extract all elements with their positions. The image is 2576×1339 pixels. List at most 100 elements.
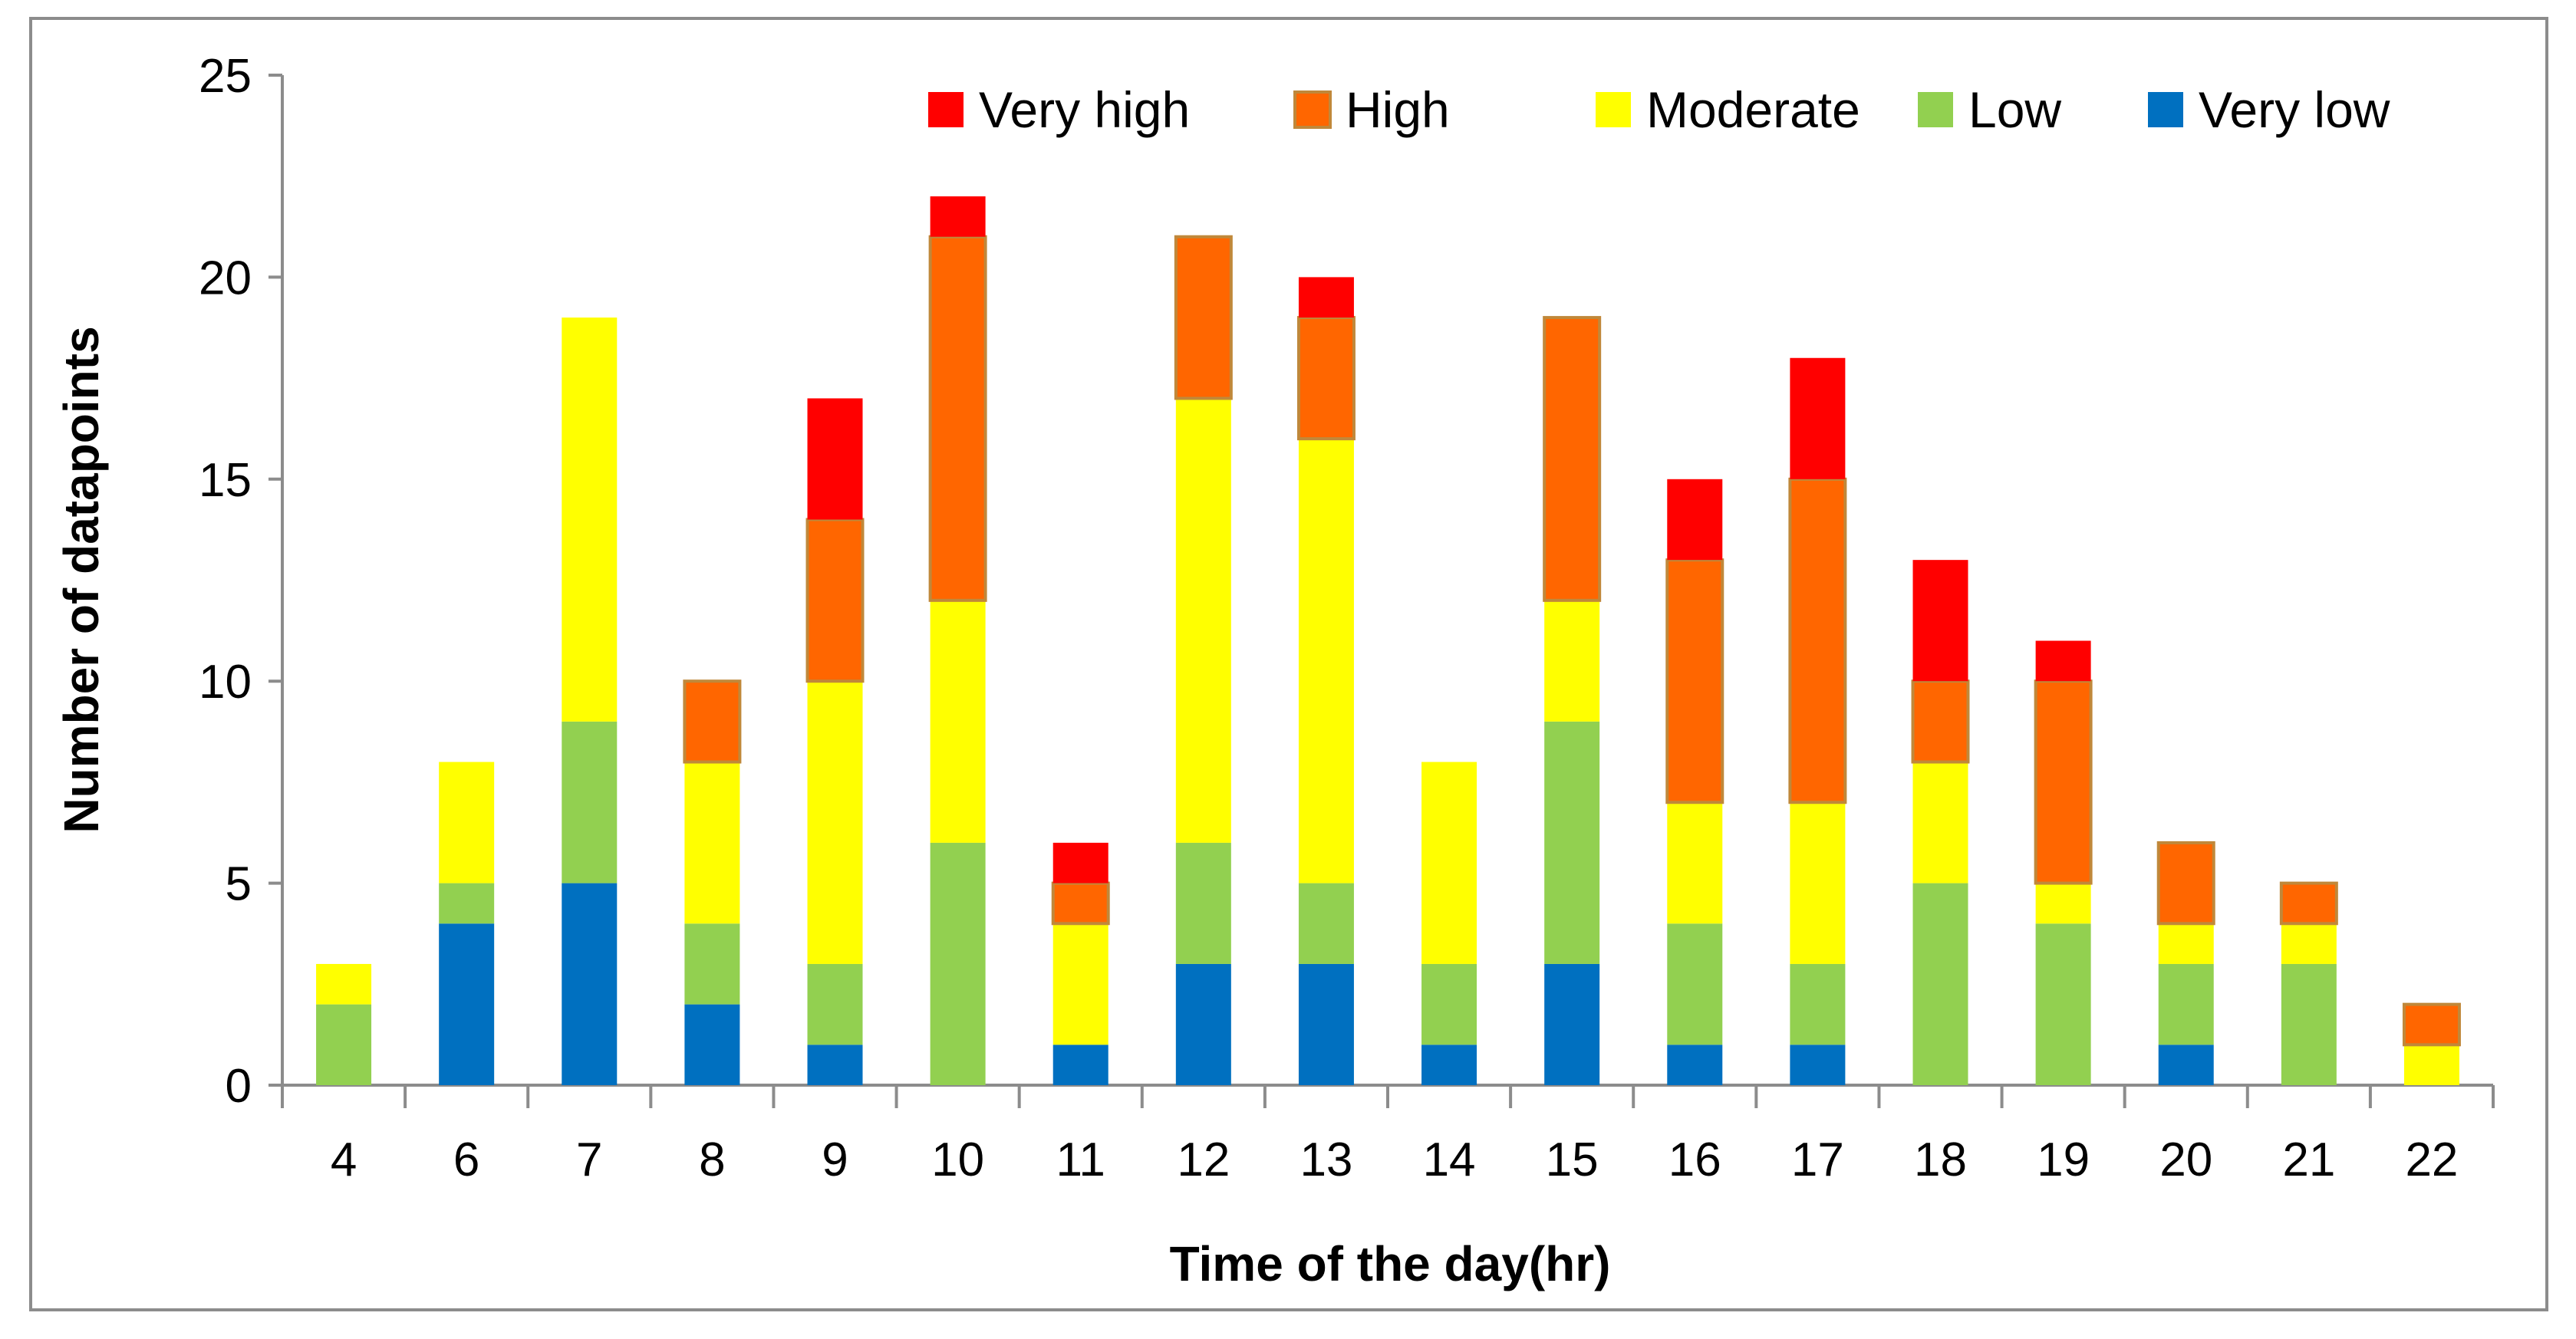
legend-swatch <box>1596 92 1631 127</box>
bar-segment <box>1667 1045 1723 1085</box>
y-tick-label: 20 <box>199 252 252 304</box>
legend-swatch <box>2148 92 2183 127</box>
bar-segment <box>2158 963 2214 1045</box>
bar-segment <box>2281 923 2337 964</box>
bar-segment <box>1667 923 1723 1045</box>
legend-swatch <box>928 92 964 127</box>
bar-segment <box>1543 316 1602 602</box>
y-tick-label: 5 <box>226 858 252 911</box>
bar-segment <box>684 1004 740 1085</box>
chart-frame <box>29 17 2548 1311</box>
x-tick-label: 19 <box>2037 1133 2090 1186</box>
bar-segment <box>1175 398 1231 843</box>
y-tick-label: 0 <box>226 1060 252 1113</box>
bar-segment <box>1665 558 1724 804</box>
bar-segment <box>316 1004 372 1085</box>
bar-segment <box>1790 357 1846 479</box>
x-tick-label: 21 <box>2282 1133 2335 1186</box>
bar-segment <box>1421 1045 1477 1085</box>
bar-segment <box>1174 235 1233 400</box>
bar-segment <box>316 963 372 1005</box>
y-tick-label: 15 <box>199 454 252 507</box>
bar-segment <box>684 923 740 1005</box>
bar-segment <box>2402 1002 2461 1047</box>
x-tick-label: 14 <box>1423 1133 1476 1186</box>
x-tick-label: 12 <box>1177 1133 1230 1186</box>
bar-segment <box>2035 883 2091 924</box>
x-tick-label: 16 <box>1668 1133 1721 1186</box>
bar-segment <box>930 600 986 843</box>
legend-label: Low <box>1968 81 2061 138</box>
bar-segment <box>2158 1045 2214 1085</box>
bar-segment <box>1296 316 1356 441</box>
bar-segment <box>1052 923 1108 1045</box>
bar-segment <box>1667 479 1723 561</box>
bar-segment <box>1421 762 1477 964</box>
bar-segment <box>1667 802 1723 924</box>
x-tick-label: 11 <box>1056 1133 1105 1186</box>
bar-segment <box>2281 963 2337 1085</box>
bar-segment <box>2158 923 2214 964</box>
legend-swatch <box>1918 92 1953 127</box>
legend-label: Very low <box>2199 81 2390 138</box>
bar-segment <box>1790 802 1846 964</box>
y-axis-title: Number of datapoints <box>54 326 109 833</box>
bar-segment <box>2403 1045 2459 1085</box>
bar-segment <box>1912 762 1968 883</box>
bar-segment <box>2034 679 2093 885</box>
bar-segment <box>2035 640 2091 682</box>
bar-segment <box>1790 1045 1846 1085</box>
bar-segment <box>928 235 987 602</box>
bar-segment <box>2035 923 2091 1085</box>
bar-segment <box>439 883 495 924</box>
bar-segment <box>1052 842 1108 883</box>
bar-segment <box>1298 883 1354 964</box>
bar-segment <box>805 518 865 683</box>
x-tick-label: 7 <box>576 1133 602 1186</box>
bar-segment <box>1544 600 1600 722</box>
x-tick-label: 15 <box>1546 1133 1599 1186</box>
bar-segment <box>1544 721 1600 964</box>
bar-segment <box>1912 560 1968 682</box>
x-tick-label: 9 <box>822 1133 848 1186</box>
legend-label: Very high <box>979 81 1190 138</box>
bar-segment <box>1298 439 1354 883</box>
y-tick-label: 10 <box>199 656 252 709</box>
bar-segment <box>1051 881 1110 926</box>
bar-segment <box>1175 963 1231 1085</box>
bar-segment <box>439 762 495 883</box>
bar-segment <box>807 398 863 520</box>
bar-segment <box>684 762 740 924</box>
bar-segment <box>807 1045 863 1085</box>
bar-segment <box>1788 477 1847 804</box>
x-tick-label: 18 <box>1914 1133 1967 1186</box>
x-tick-label: 13 <box>1300 1133 1352 1186</box>
bar-segment <box>439 923 495 1085</box>
x-tick-label: 22 <box>2405 1133 2458 1186</box>
bar-segment <box>562 721 618 883</box>
y-tick-label: 25 <box>199 50 252 103</box>
x-tick-label: 4 <box>331 1133 357 1186</box>
bar-segment <box>1052 1045 1108 1085</box>
bar-segment <box>2156 841 2215 926</box>
x-tick-label: 17 <box>1791 1133 1844 1186</box>
bar-segment <box>562 883 618 1085</box>
bar-segment <box>2279 881 2338 926</box>
legend-label: Moderate <box>1646 81 1860 138</box>
bar-segment <box>683 679 742 764</box>
x-axis-title: Time of the day(hr) <box>1170 1236 1611 1291</box>
bar-segment <box>1298 963 1354 1085</box>
bar-segment <box>930 842 986 1085</box>
bar-segment <box>930 196 986 237</box>
x-tick-label: 20 <box>2159 1133 2212 1186</box>
bar-segment <box>1175 842 1231 964</box>
x-tick-label: 6 <box>453 1133 479 1186</box>
bar-segment <box>1912 883 1968 1085</box>
bar-segment <box>1544 963 1600 1085</box>
bar-segment <box>562 317 618 722</box>
bar-segment <box>1421 963 1477 1045</box>
bar-segment <box>1298 277 1354 318</box>
x-tick-label: 8 <box>699 1133 725 1186</box>
bar-segment <box>1911 679 1970 764</box>
